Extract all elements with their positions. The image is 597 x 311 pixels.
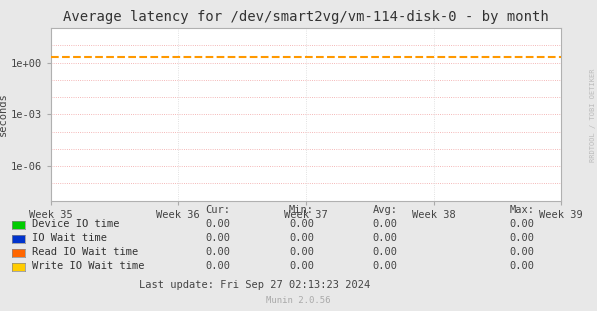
Text: 0.00: 0.00: [373, 261, 398, 271]
Text: Munin 2.0.56: Munin 2.0.56: [266, 296, 331, 305]
Text: 0.00: 0.00: [289, 261, 314, 271]
Text: Min:: Min:: [289, 205, 314, 215]
Text: Write IO Wait time: Write IO Wait time: [32, 261, 144, 271]
Text: 0.00: 0.00: [205, 219, 230, 229]
Text: 0.00: 0.00: [373, 247, 398, 257]
Title: Average latency for /dev/smart2vg/vm-114-disk-0 - by month: Average latency for /dev/smart2vg/vm-114…: [63, 10, 549, 24]
Y-axis label: seconds: seconds: [0, 92, 8, 136]
Text: RRDTOOL / TOBI OETIKER: RRDTOOL / TOBI OETIKER: [590, 68, 596, 162]
Text: 0.00: 0.00: [289, 219, 314, 229]
Text: Cur:: Cur:: [205, 205, 230, 215]
Text: 0.00: 0.00: [510, 233, 535, 243]
Text: 0.00: 0.00: [289, 247, 314, 257]
Text: 0.00: 0.00: [510, 247, 535, 257]
Text: 0.00: 0.00: [373, 219, 398, 229]
Text: Avg:: Avg:: [373, 205, 398, 215]
Text: 0.00: 0.00: [510, 219, 535, 229]
Text: Last update: Fri Sep 27 02:13:23 2024: Last update: Fri Sep 27 02:13:23 2024: [139, 280, 370, 290]
Text: 0.00: 0.00: [510, 261, 535, 271]
Text: 0.00: 0.00: [205, 261, 230, 271]
Text: 0.00: 0.00: [373, 233, 398, 243]
Text: 0.00: 0.00: [205, 247, 230, 257]
Text: Read IO Wait time: Read IO Wait time: [32, 247, 139, 257]
Text: 0.00: 0.00: [205, 233, 230, 243]
Text: 0.00: 0.00: [289, 233, 314, 243]
Text: IO Wait time: IO Wait time: [32, 233, 107, 243]
Text: Max:: Max:: [510, 205, 535, 215]
Text: Device IO time: Device IO time: [32, 219, 120, 229]
